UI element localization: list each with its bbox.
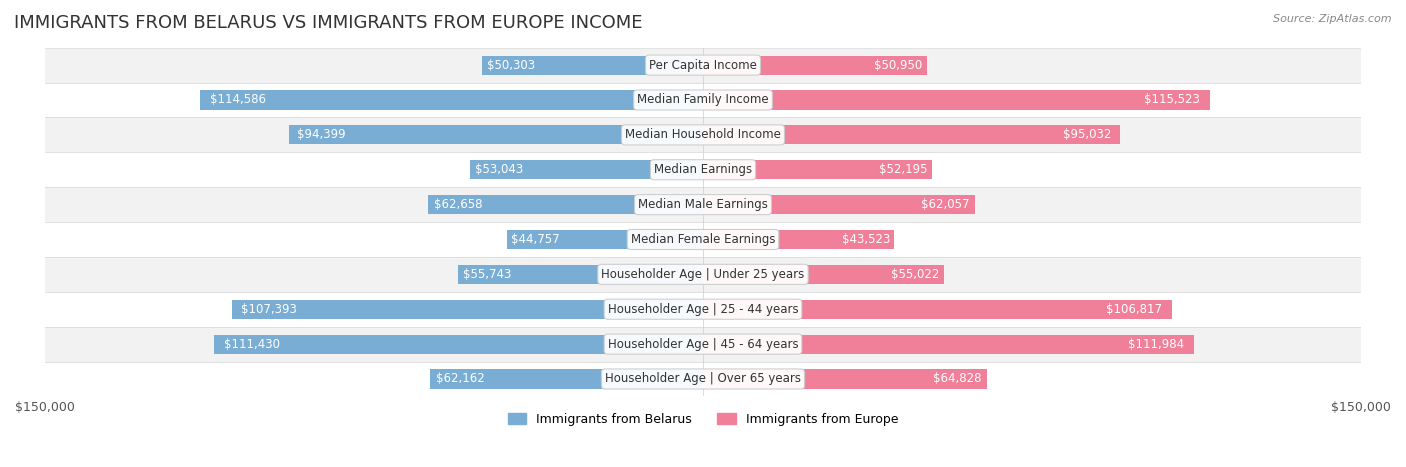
Bar [703, 91, 1209, 110]
Bar [703, 56, 927, 75]
Bar [45, 187, 1361, 222]
Text: Median Household Income: Median Household Income [626, 128, 780, 142]
Bar [232, 300, 703, 319]
Text: Householder Age | Over 65 years: Householder Age | Over 65 years [605, 373, 801, 385]
Text: Householder Age | 25 - 44 years: Householder Age | 25 - 44 years [607, 303, 799, 316]
Bar [703, 195, 976, 214]
Text: IMMIGRANTS FROM BELARUS VS IMMIGRANTS FROM EUROPE INCOME: IMMIGRANTS FROM BELARUS VS IMMIGRANTS FR… [14, 14, 643, 32]
Bar [45, 48, 1361, 83]
Bar [45, 327, 1361, 361]
Bar [430, 369, 703, 389]
Legend: Immigrants from Belarus, Immigrants from Europe: Immigrants from Belarus, Immigrants from… [502, 406, 904, 432]
Text: $115,523: $115,523 [1144, 93, 1199, 106]
Bar [703, 265, 945, 284]
Bar [703, 300, 1171, 319]
Text: $62,057: $62,057 [921, 198, 970, 211]
Bar [45, 83, 1361, 117]
Text: $52,195: $52,195 [879, 163, 928, 176]
Bar [45, 361, 1361, 396]
Bar [482, 56, 703, 75]
Text: $55,743: $55,743 [464, 268, 512, 281]
Text: $53,043: $53,043 [475, 163, 523, 176]
Text: $114,586: $114,586 [211, 93, 266, 106]
Text: Median Family Income: Median Family Income [637, 93, 769, 106]
Text: Source: ZipAtlas.com: Source: ZipAtlas.com [1274, 14, 1392, 24]
Bar [506, 230, 703, 249]
Bar [703, 160, 932, 179]
Bar [427, 195, 703, 214]
Text: $50,950: $50,950 [873, 59, 922, 71]
Text: $107,393: $107,393 [242, 303, 297, 316]
Text: $94,399: $94,399 [297, 128, 346, 142]
Text: $43,523: $43,523 [842, 233, 890, 246]
Text: Median Female Earnings: Median Female Earnings [631, 233, 775, 246]
Bar [45, 222, 1361, 257]
Bar [703, 369, 987, 389]
Text: $64,828: $64,828 [934, 373, 981, 385]
Text: $111,984: $111,984 [1129, 338, 1184, 351]
Text: $111,430: $111,430 [224, 338, 280, 351]
Bar [45, 152, 1361, 187]
Text: Householder Age | 45 - 64 years: Householder Age | 45 - 64 years [607, 338, 799, 351]
Text: $44,757: $44,757 [510, 233, 560, 246]
Text: Median Male Earnings: Median Male Earnings [638, 198, 768, 211]
Bar [214, 334, 703, 354]
Bar [200, 91, 703, 110]
Text: $106,817: $106,817 [1107, 303, 1163, 316]
Text: Per Capita Income: Per Capita Income [650, 59, 756, 71]
Bar [703, 125, 1121, 144]
Text: Median Earnings: Median Earnings [654, 163, 752, 176]
Text: $62,162: $62,162 [436, 373, 485, 385]
Bar [458, 265, 703, 284]
Bar [470, 160, 703, 179]
Bar [703, 334, 1194, 354]
Text: $95,032: $95,032 [1063, 128, 1112, 142]
Text: Householder Age | Under 25 years: Householder Age | Under 25 years [602, 268, 804, 281]
Bar [288, 125, 703, 144]
Text: $55,022: $55,022 [891, 268, 939, 281]
Bar [45, 292, 1361, 327]
Bar [45, 257, 1361, 292]
Text: $50,303: $50,303 [486, 59, 534, 71]
Bar [45, 117, 1361, 152]
Text: $62,658: $62,658 [433, 198, 482, 211]
Bar [703, 230, 894, 249]
